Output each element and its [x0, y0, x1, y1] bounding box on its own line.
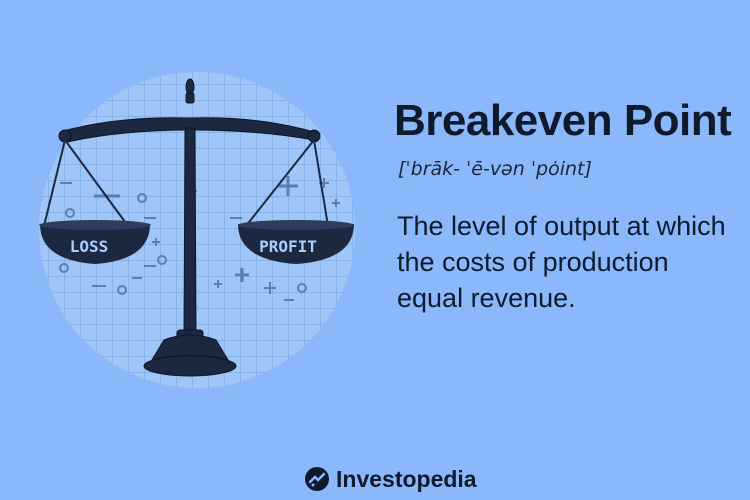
loss-pan-label: LOSS	[70, 237, 109, 256]
definition-text: The level of output at which the costs o…	[397, 211, 726, 313]
investopedia-logo-icon	[305, 467, 329, 491]
balance-scale-illustration: LOSS PROFIT	[39, 72, 355, 388]
brand-name: Investopedia	[336, 465, 477, 492]
page-title: Breakeven Point	[394, 96, 732, 145]
right-pan	[238, 139, 354, 264]
pronunciation: [ˈbrāk- ˈē-vən ˈpȯint]	[398, 158, 592, 180]
investopedia-brand: Investopedia	[304, 464, 477, 494]
left-pan	[39, 139, 151, 264]
scale-body	[58, 78, 321, 377]
profit-pan-label: PROFIT	[259, 237, 317, 256]
